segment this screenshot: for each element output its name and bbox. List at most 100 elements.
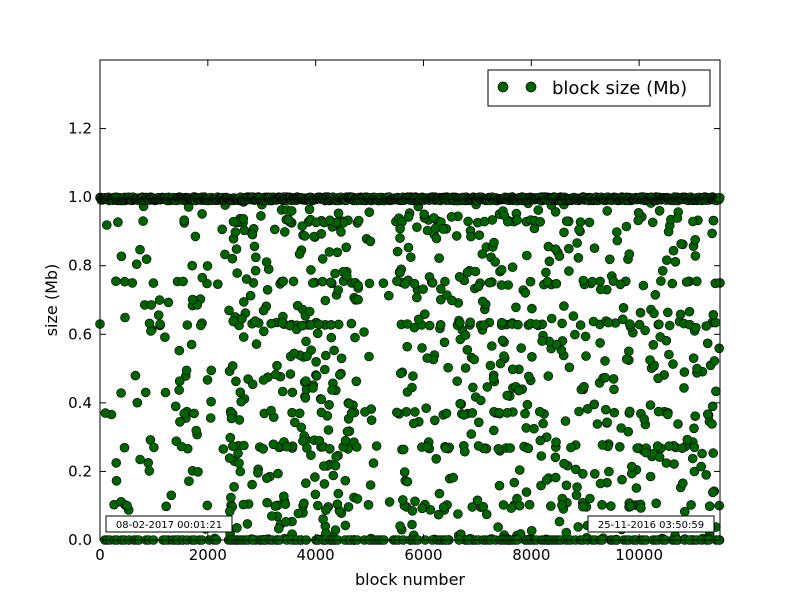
data-point: [479, 216, 490, 227]
data-point: [502, 407, 513, 418]
data-point: [701, 469, 712, 480]
data-point: [266, 511, 277, 521]
data-point: [163, 297, 174, 308]
data-point: [341, 242, 352, 253]
data-point: [589, 468, 600, 479]
data-point: [451, 231, 462, 241]
data-point: [312, 328, 323, 339]
data-point: [600, 404, 611, 415]
data-point: [232, 522, 242, 533]
x-tick-label: 6000: [404, 546, 442, 564]
data-point: [653, 373, 663, 384]
legend-label: block size (Mb): [552, 78, 687, 99]
data-point: [434, 253, 444, 264]
data-point: [597, 499, 607, 510]
data-point: [237, 313, 247, 324]
data-point: [281, 441, 292, 452]
data-point: [182, 320, 193, 330]
data-point: [413, 314, 424, 325]
data-point: [488, 425, 499, 436]
data-point: [466, 429, 477, 439]
data-point: [687, 453, 698, 464]
data-point: [317, 276, 328, 287]
data-point: [262, 284, 273, 295]
data-point: [247, 479, 257, 490]
data-point: [574, 406, 584, 417]
data-point: [557, 500, 567, 511]
data-point: [571, 490, 582, 501]
data-point: [497, 335, 508, 346]
data-point: [314, 435, 325, 446]
data-point: [696, 461, 707, 472]
data-point: [533, 205, 544, 215]
data-point: [342, 426, 353, 437]
data-point: [403, 212, 414, 222]
data-point: [453, 509, 463, 519]
data-point: [424, 320, 435, 331]
data-point: [202, 375, 213, 385]
data-point: [119, 442, 130, 453]
data-point: [288, 276, 299, 287]
data-point: [321, 505, 331, 515]
data-point: [111, 458, 121, 468]
y-tick-label: 0.4: [68, 394, 92, 412]
data-point: [473, 441, 484, 451]
data-point: [708, 309, 719, 320]
x-tick-label: 8000: [512, 546, 550, 564]
data-point: [635, 307, 646, 318]
data-point: [623, 346, 634, 357]
data-point: [650, 289, 661, 300]
data-point: [645, 471, 656, 482]
x-axis-label: block number: [355, 570, 465, 589]
data-point: [340, 520, 351, 531]
data-point: [327, 385, 337, 395]
data-point: [224, 305, 234, 316]
data-point: [653, 406, 664, 417]
data-point: [407, 519, 417, 530]
data-point: [231, 376, 241, 387]
data-point: [421, 403, 432, 414]
data-point: [363, 499, 374, 510]
data-point: [496, 280, 507, 290]
data-point: [654, 319, 664, 330]
data-point: [270, 369, 281, 380]
data-point: [651, 498, 662, 509]
data-point: [364, 278, 375, 289]
data-point: [155, 319, 165, 330]
data-point: [542, 276, 553, 287]
data-point: [433, 509, 444, 520]
data-point: [468, 382, 478, 393]
data-point: [226, 492, 236, 503]
data-point: [178, 276, 188, 287]
data-point: [477, 249, 488, 259]
data-point: [234, 415, 245, 425]
data-point: [608, 374, 619, 384]
data-point: [314, 319, 324, 330]
data-point: [258, 305, 269, 316]
data-point: [672, 213, 683, 223]
data-point: [640, 325, 650, 336]
data-point: [312, 500, 323, 511]
data-point: [365, 236, 376, 247]
data-point: [617, 474, 627, 485]
data-point: [403, 242, 414, 253]
data-point: [448, 472, 459, 483]
data-point: [541, 267, 551, 278]
data-point: [316, 394, 327, 405]
data-point: [364, 351, 374, 362]
data-point: [206, 365, 217, 376]
data-point: [224, 453, 235, 463]
data-point: [572, 238, 582, 248]
data-point: [326, 319, 336, 330]
data-point: [422, 353, 433, 363]
data-point: [662, 409, 673, 420]
data-point: [704, 501, 715, 512]
data-point: [410, 496, 420, 507]
data-point: [664, 320, 675, 331]
data-point: [523, 443, 534, 454]
data-point: [400, 279, 410, 289]
data-point: [320, 350, 331, 361]
data-point: [516, 343, 527, 353]
data-point: [193, 466, 203, 477]
x-tick-label: 10000: [615, 546, 663, 564]
